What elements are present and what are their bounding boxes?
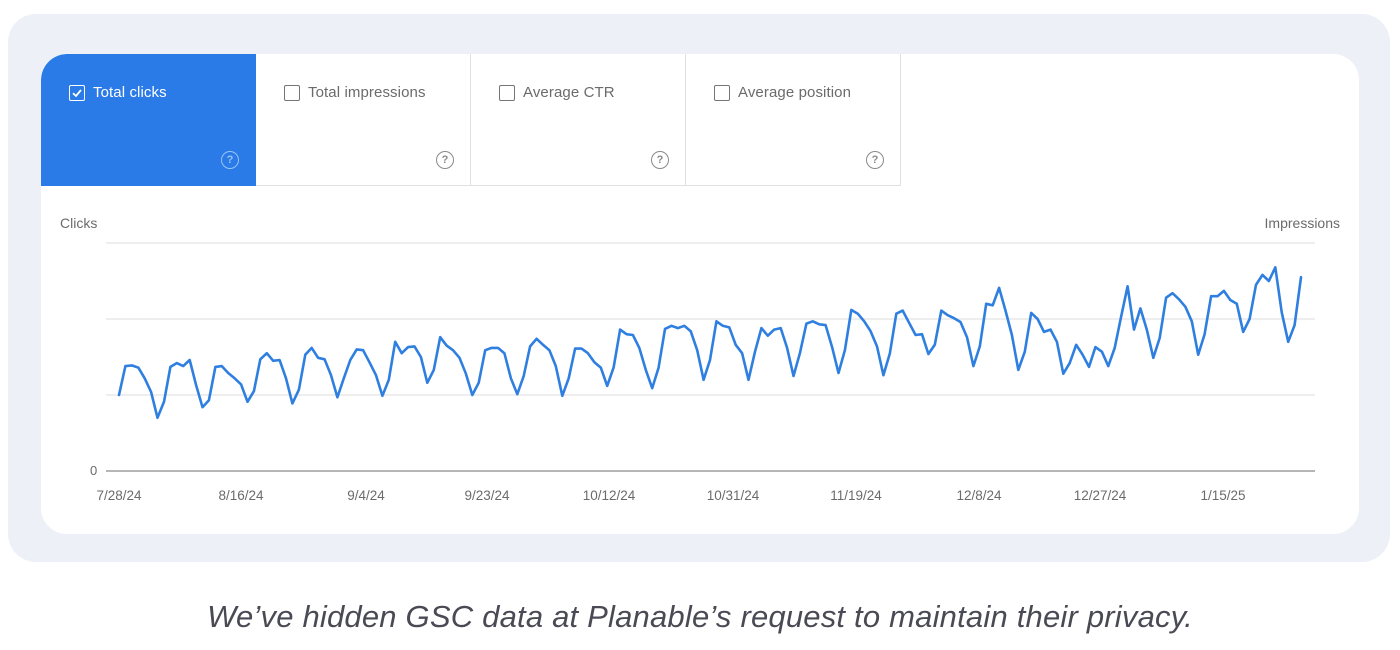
x-tick-label: 8/16/24 bbox=[218, 488, 264, 503]
checkbox-unchecked-icon[interactable] bbox=[499, 84, 515, 101]
x-tick-label: 12/27/24 bbox=[1073, 488, 1127, 503]
clicks-series-line[interactable] bbox=[117, 266, 1303, 420]
performance-card: Total clicks ? Total impressions ? Avera… bbox=[41, 54, 1359, 534]
y-axis-title-right: Impressions bbox=[1264, 215, 1340, 231]
checkbox-checked-icon[interactable] bbox=[69, 84, 85, 101]
x-tick-label: 11/19/24 bbox=[830, 488, 882, 503]
tab-label: Total impressions bbox=[308, 84, 426, 101]
help-icon[interactable]: ? bbox=[221, 151, 239, 169]
tab-label: Average position bbox=[738, 84, 852, 101]
y-axis-zero-label: 0 bbox=[90, 463, 98, 478]
line-chart[interactable] bbox=[41, 54, 1359, 534]
x-tick-label: 12/8/24 bbox=[956, 488, 1002, 503]
tab-total-clicks[interactable]: Total clicks ? bbox=[41, 54, 256, 186]
x-tick-label: 10/31/24 bbox=[706, 488, 760, 503]
help-icon[interactable]: ? bbox=[436, 151, 454, 169]
checkbox-unchecked-icon[interactable] bbox=[284, 84, 300, 101]
tab-total-impressions[interactable]: Total impressions ? bbox=[256, 54, 471, 186]
metric-tabs: Total clicks ? Total impressions ? Avera… bbox=[41, 54, 901, 186]
x-tick-label: 1/15/25 bbox=[1200, 488, 1246, 503]
x-tick-label: 9/23/24 bbox=[464, 488, 510, 503]
tab-average-position[interactable]: Average position ? bbox=[686, 54, 901, 186]
tab-label: Total clicks bbox=[93, 84, 167, 101]
tab-label: Average CTR bbox=[523, 84, 615, 101]
x-tick-label: 7/28/24 bbox=[96, 488, 142, 503]
help-icon[interactable]: ? bbox=[866, 151, 884, 169]
tab-average-ctr[interactable]: Average CTR ? bbox=[471, 54, 686, 186]
x-tick-label: 9/4/24 bbox=[347, 488, 385, 503]
checkbox-unchecked-icon[interactable] bbox=[714, 84, 730, 101]
x-tick-label: 10/12/24 bbox=[582, 488, 636, 503]
gridlines bbox=[106, 242, 1315, 396]
help-icon[interactable]: ? bbox=[651, 151, 669, 169]
y-axis-title-left: Clicks bbox=[60, 215, 98, 231]
privacy-caption: We’ve hidden GSC data at Planable’s requ… bbox=[207, 599, 1193, 634]
